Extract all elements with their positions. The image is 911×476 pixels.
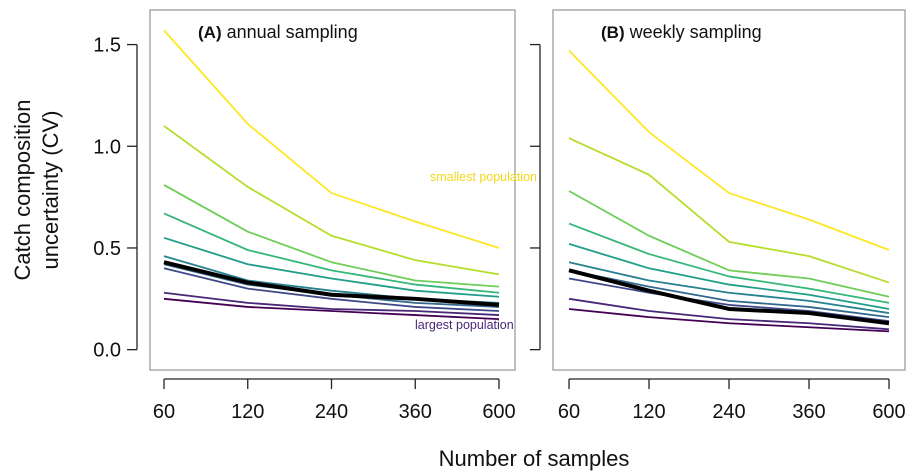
series-line bbox=[163, 212, 500, 294]
panel-title: weekly sampling bbox=[629, 22, 762, 42]
annotation: smallest population bbox=[430, 170, 537, 184]
x-tick-label: 120 bbox=[632, 401, 665, 423]
series-line bbox=[163, 29, 500, 249]
panel-label: (A) bbox=[198, 23, 222, 42]
panel-label: (B) bbox=[601, 23, 625, 42]
series-line bbox=[568, 308, 890, 333]
panel-frame bbox=[149, 9, 516, 371]
x-tick-label: 600 bbox=[482, 401, 515, 423]
series-line bbox=[568, 277, 890, 323]
x-tick-label: 60 bbox=[153, 401, 175, 423]
annotation: largest population bbox=[415, 318, 514, 332]
series-line bbox=[163, 297, 500, 321]
x-tick-label: 60 bbox=[558, 401, 580, 423]
series-line bbox=[568, 137, 890, 284]
series-line bbox=[163, 125, 500, 276]
series-line bbox=[163, 291, 500, 316]
series-line bbox=[163, 184, 500, 288]
series-line bbox=[568, 190, 890, 298]
series-line bbox=[568, 261, 890, 314]
series-line bbox=[568, 50, 890, 251]
x-tick-label: 240 bbox=[315, 401, 348, 423]
y-tick-label: 0.0 bbox=[93, 340, 121, 362]
series-line bbox=[568, 268, 890, 326]
series-line bbox=[163, 267, 500, 312]
series-line bbox=[568, 243, 890, 310]
x-tick-label: 360 bbox=[792, 401, 825, 423]
x-tick-label: 600 bbox=[872, 401, 905, 423]
x-tick-label: 240 bbox=[712, 401, 745, 423]
series-line bbox=[568, 269, 890, 319]
y-tick-label: 1.0 bbox=[93, 136, 121, 158]
x-tick-label: 360 bbox=[399, 401, 432, 423]
y-tick-label: 1.5 bbox=[93, 35, 121, 57]
x-tick-label: 120 bbox=[231, 401, 264, 423]
panel-frame bbox=[552, 9, 906, 371]
y-axis-label: uncertainty (CV) bbox=[38, 111, 63, 270]
series-line bbox=[568, 222, 890, 304]
y-tick-label: 0.5 bbox=[93, 238, 121, 260]
x-axis-label: Number of samples bbox=[439, 446, 630, 471]
series-line bbox=[568, 297, 890, 331]
y-axis-label: Catch composition bbox=[10, 100, 35, 281]
series-line bbox=[163, 236, 500, 298]
panel-title: annual sampling bbox=[227, 22, 358, 42]
series-line bbox=[163, 260, 500, 307]
